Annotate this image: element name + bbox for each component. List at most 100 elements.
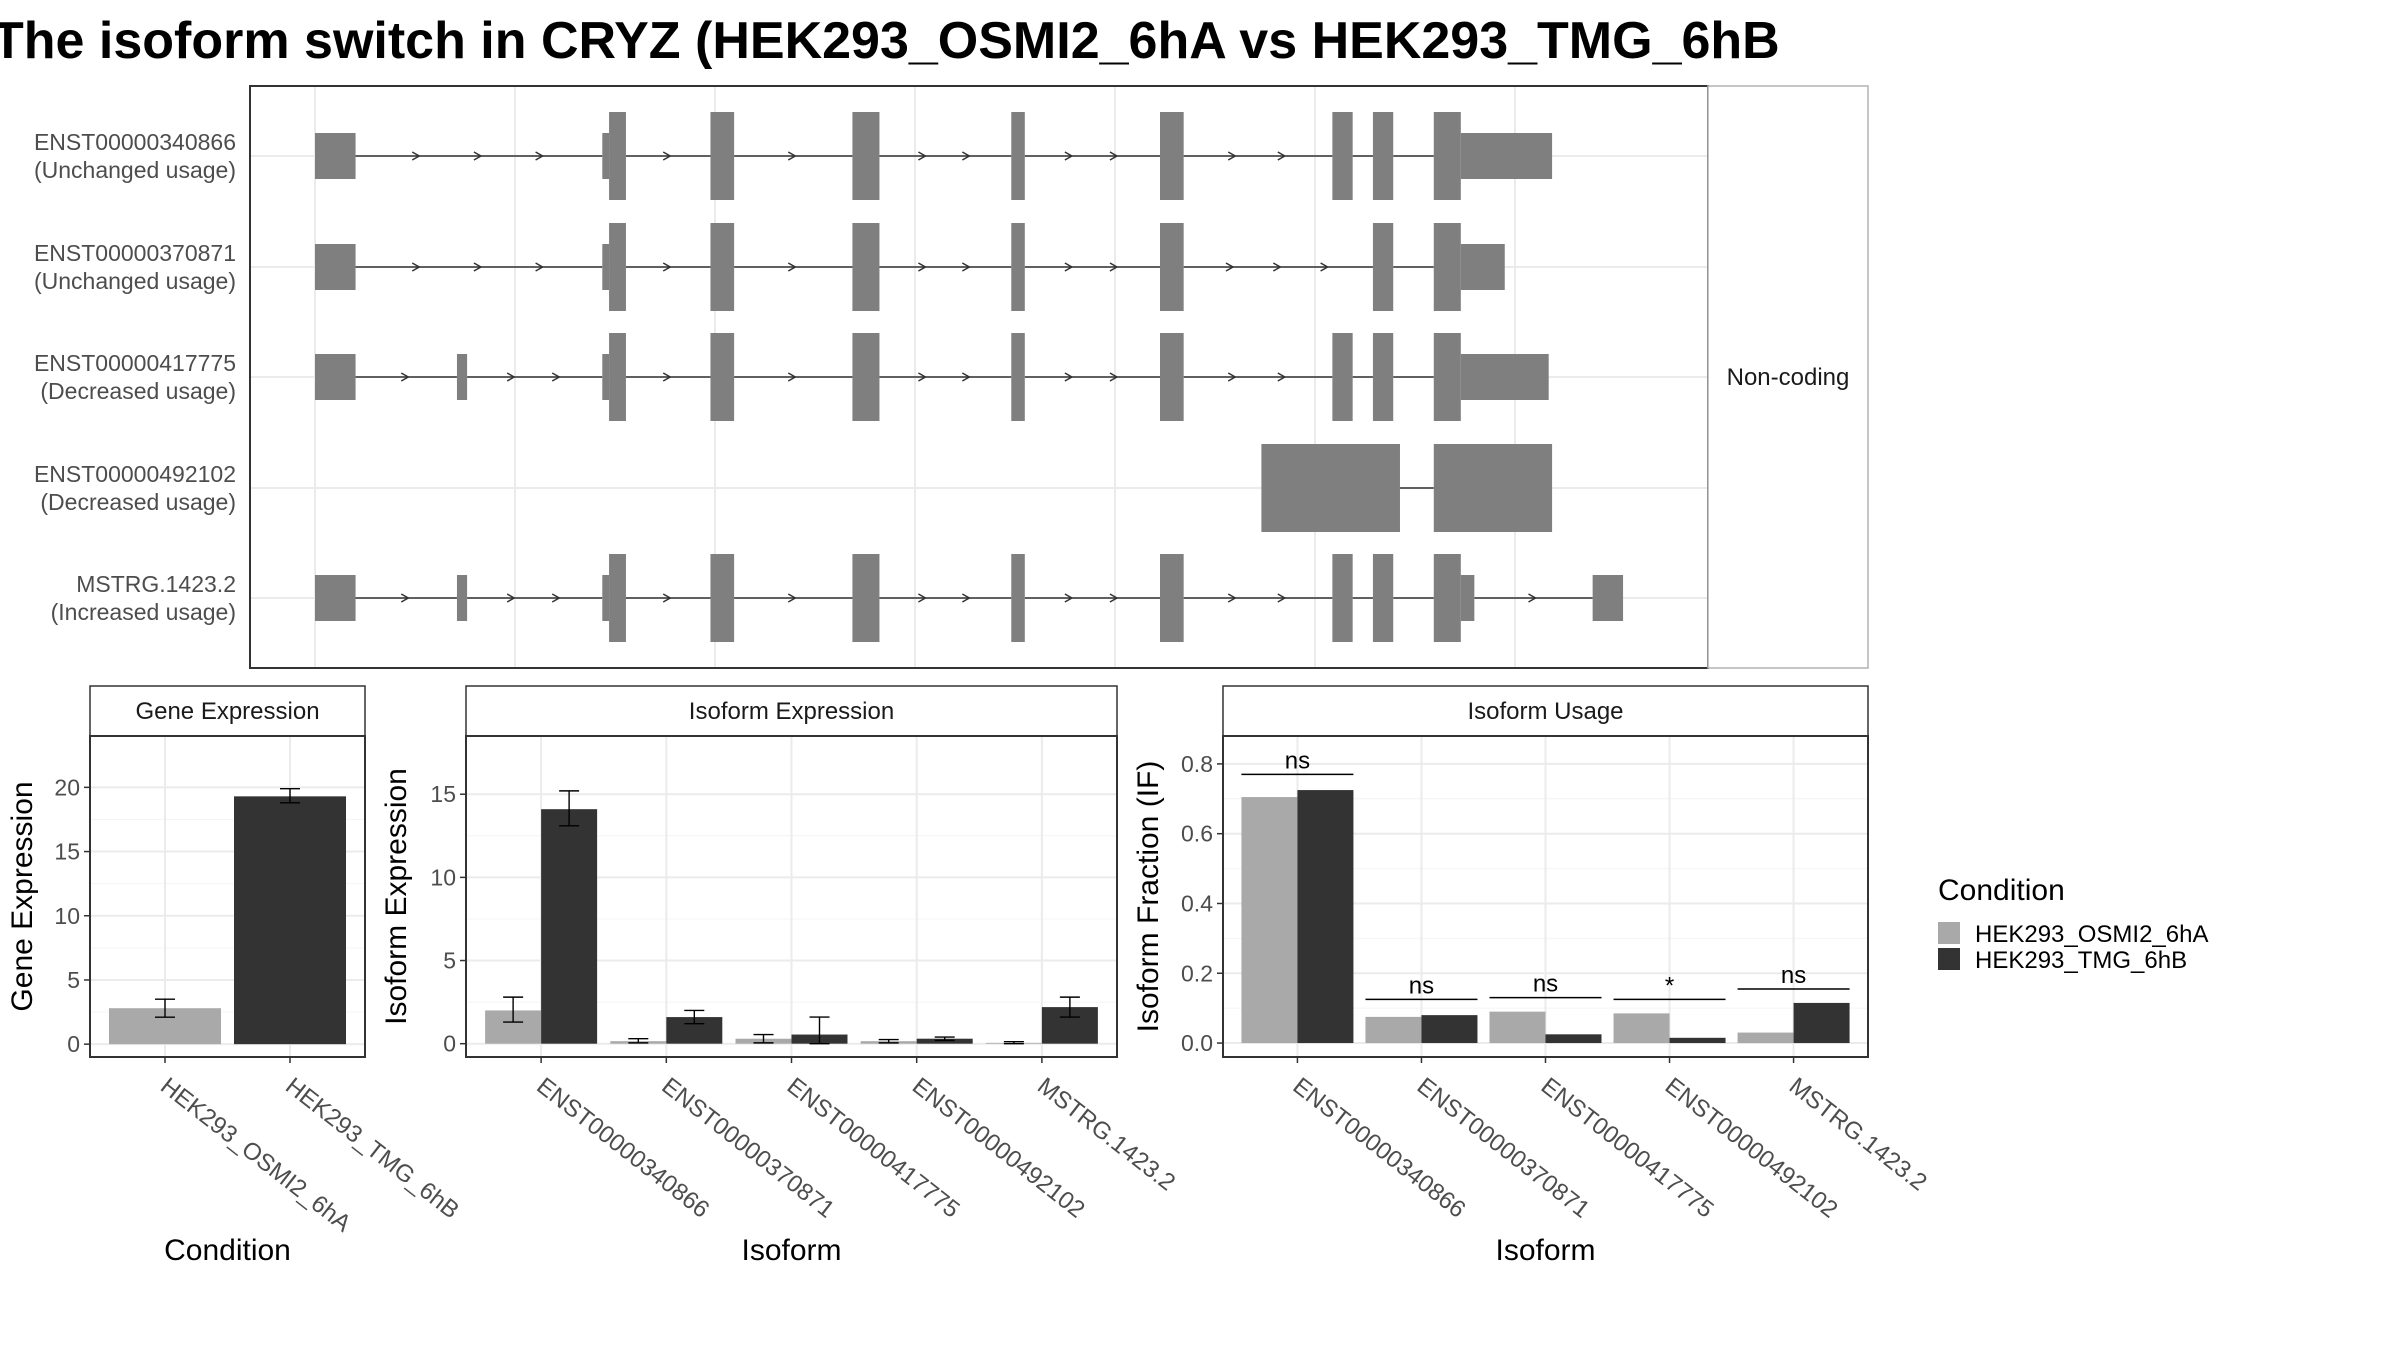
- y-tick-label: 0: [67, 1031, 80, 1057]
- intron-direction-arrow: [473, 151, 483, 161]
- isoform-usage-label: (Decreased usage): [40, 489, 236, 515]
- y-tick-label: 0.4: [1181, 890, 1213, 916]
- panel-strip-background: [465, 685, 1118, 737]
- intron-direction-arrow: [1109, 372, 1119, 382]
- coding-exon: [1011, 554, 1025, 642]
- coding-exon: [1160, 554, 1184, 642]
- intron-direction-arrow: [411, 151, 421, 161]
- coding-exon: [1160, 333, 1184, 421]
- legend-label-tmg: HEK293_TMG_6hB: [1975, 947, 2187, 974]
- y-tick-label: 0.2: [1181, 960, 1213, 986]
- x-axis-title: Condition: [164, 1234, 291, 1267]
- intron-direction-arrow: [787, 151, 797, 161]
- isoform-id-label: ENST00000417775: [34, 350, 236, 376]
- intron-direction-arrow: [1277, 593, 1287, 603]
- panel-strip-title: Isoform Expression: [689, 698, 894, 725]
- coding-exon: [1372, 112, 1394, 200]
- significance-label: ns: [1533, 971, 1558, 998]
- coding-exon: [609, 554, 626, 642]
- intron-direction-arrow: [535, 262, 545, 272]
- utr-exon: [1460, 244, 1505, 290]
- bar: [1669, 1037, 1726, 1044]
- intron-direction-arrow: [662, 593, 672, 603]
- bar: [541, 809, 598, 1044]
- bar: [1545, 1034, 1602, 1044]
- intron-direction-arrow: [506, 593, 516, 603]
- coding-exon: [609, 223, 626, 311]
- intron-direction-arrow: [1320, 262, 1330, 272]
- coding-exon: [1372, 333, 1394, 421]
- coding-exon: [1011, 333, 1025, 421]
- y-tick-label: 5: [443, 948, 456, 974]
- significance-label: ns: [1781, 962, 1806, 989]
- coding-exon: [1160, 112, 1184, 200]
- coding-exon: [852, 112, 880, 200]
- intron-direction-arrow: [1109, 262, 1119, 272]
- intron-direction-arrow: [535, 151, 545, 161]
- y-tick-label: 10: [54, 903, 80, 929]
- utr-exon: [315, 354, 356, 400]
- y-tick-label: 5: [67, 967, 80, 993]
- utr-exon: [1460, 354, 1549, 400]
- isoform-id-label: MSTRG.1423.2: [76, 571, 236, 597]
- bar: [234, 796, 346, 1045]
- utr-exon: [315, 133, 356, 179]
- coding-exon: [710, 554, 735, 642]
- transcript-structure-panel: ENST00000340866(Unchanged usage)ENST0000…: [34, 85, 1869, 669]
- y-tick-label: 15: [54, 839, 80, 865]
- coding-exon: [1160, 223, 1184, 311]
- intron-direction-arrow: [1064, 593, 1074, 603]
- panel-strip-title: Isoform Usage: [1467, 698, 1623, 725]
- utr-exon: [1460, 133, 1553, 179]
- bar: [1241, 797, 1298, 1044]
- y-axis-title: Isoform Fraction (IF): [1132, 761, 1165, 1033]
- intron-direction-arrow: [918, 593, 927, 603]
- structure-strip-background: [1707, 85, 1869, 669]
- intron-direction-arrow: [411, 262, 421, 272]
- significance-label: *: [1665, 972, 1674, 999]
- coding-exon: [1261, 444, 1400, 532]
- coding-exon: [852, 333, 880, 421]
- intron-direction-arrow: [1064, 151, 1074, 161]
- intron-direction-arrow: [1064, 262, 1074, 272]
- bar: [916, 1038, 973, 1044]
- coding-exon: [1433, 333, 1461, 421]
- intron-direction-arrow: [506, 372, 516, 382]
- isoform-usage-label: (Unchanged usage): [34, 157, 236, 183]
- isoform-id-label: ENST00000340866: [34, 129, 236, 155]
- bar: [1737, 1032, 1794, 1044]
- panel-strip-background: [1222, 685, 1869, 737]
- legend-swatch-osmi2: [1938, 922, 1960, 944]
- utr-exon: [315, 575, 356, 621]
- coding-exon: [852, 554, 880, 642]
- utr-exon: [602, 133, 610, 179]
- intron-direction-arrow: [662, 151, 672, 161]
- intron-direction-arrow: [400, 593, 410, 603]
- intron-direction-arrow: [961, 151, 971, 161]
- y-axis-title: Isoform Expression: [380, 768, 413, 1025]
- isoform-id-label: ENST00000370871: [34, 240, 236, 266]
- coding-exon: [1433, 554, 1461, 642]
- intron-direction-arrow: [1109, 151, 1119, 161]
- intron-direction-arrow: [961, 372, 971, 382]
- intron-direction-arrow: [918, 262, 927, 272]
- intron-direction-arrow: [1528, 593, 1538, 603]
- intron-direction-arrow: [551, 372, 561, 382]
- intron-direction-arrow: [1272, 262, 1282, 272]
- legend-title: Condition: [1938, 874, 2065, 907]
- y-tick-label: 15: [430, 781, 456, 807]
- bar: [1613, 1013, 1670, 1044]
- y-tick-label: 10: [430, 864, 456, 890]
- intron-direction-arrow: [1227, 151, 1237, 161]
- intron-direction-arrow: [1277, 151, 1287, 161]
- x-axis-title: Isoform: [1495, 1234, 1595, 1267]
- x-axis-title: Isoform: [741, 1234, 841, 1267]
- panel-strip-background: [89, 685, 366, 737]
- intron-direction-arrow: [918, 372, 927, 382]
- coding-exon: [1433, 444, 1553, 532]
- isoform-usage-label: (Unchanged usage): [34, 268, 236, 294]
- significance-label: ns: [1409, 972, 1434, 999]
- isoform-usage-label: (Decreased usage): [40, 378, 236, 404]
